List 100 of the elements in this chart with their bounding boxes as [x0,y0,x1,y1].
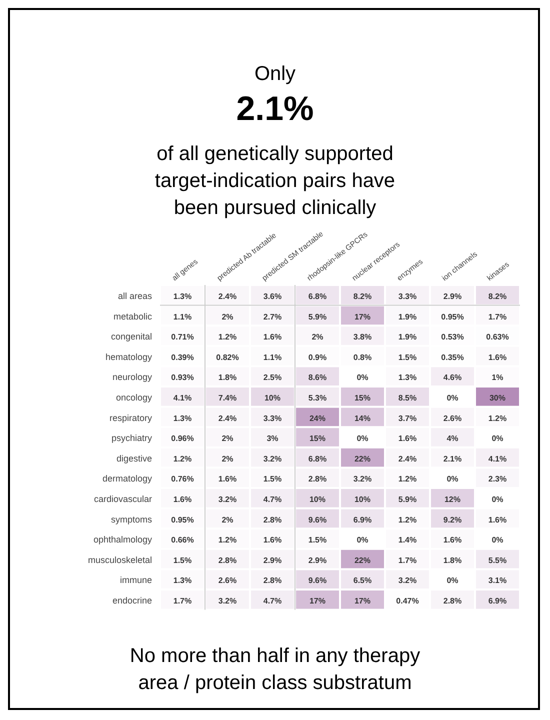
data-label: 0% [446,576,458,586]
data-label: 3.2% [263,454,282,464]
data-label: 2.3% [488,474,507,484]
data-label: 4.6% [443,373,462,382]
data-label: 1.2% [488,414,507,423]
chart-title: Only [254,63,296,85]
data-label: 0.76% [171,474,194,484]
data-label: 2.7% [263,312,282,322]
data-label: 0% [492,495,504,504]
data-label: 22% [354,454,371,464]
y-tick-label: dermatology [102,474,152,484]
text: of all genetically supported target-indication pairs have been pursued clinically [154,143,396,219]
data-label: 3.3% [263,414,282,423]
data-label: 2.6% [218,576,237,586]
data-label: 6.9% [353,515,372,524]
y-tick-label: symptoms [110,514,152,524]
data-label: 10% [354,495,371,504]
data-label: 1.3% [398,373,417,382]
data-label: 1.6% [218,474,237,484]
data-label: 0.9% [308,352,327,362]
data-label: 1.6% [488,352,507,362]
data-label: 4.1% [488,454,507,464]
data-label: 6.8% [308,454,327,464]
data-label: 5.9% [398,495,417,504]
data-label: 1.8% [218,373,237,382]
data-label: 1.5% [173,556,192,565]
data-label: 6.9% [488,596,507,606]
data-label: 6.8% [308,292,327,301]
data-label: 1.6% [398,434,417,444]
data-label: 0% [356,373,368,382]
data-label: 3% [266,434,278,444]
data-label: 3.6% [263,292,282,301]
y-tick-label: digestive [116,453,152,464]
data-label: 2.8% [263,576,282,586]
y-tick-label: oncology [116,392,152,402]
y-tick-label: hematology [105,352,152,362]
data-label: 1.3% [173,414,192,423]
data-label: 1.9% [398,312,417,322]
data-label: 15% [309,434,326,444]
data-label: 0.63% [486,332,509,342]
data-label: 0.71% [171,332,194,342]
data-label: 2.9% [308,556,327,565]
y-tick-label: cardiovascular [94,494,152,504]
data-label: 12% [444,495,461,504]
data-label: 1.3% [173,292,192,301]
data-label: 1.1% [263,352,282,362]
data-label: 0.39% [171,352,194,362]
data-label: 1.7% [398,556,417,565]
data-label: 2% [222,312,234,322]
data-label: 0% [356,536,368,545]
data-label: 4.1% [173,394,192,402]
y-tick-label: respiratory [109,412,152,423]
data-label: 1.5% [308,536,327,545]
y-tick-label: ophthalmology [93,534,152,545]
data-label: 8.6% [308,373,327,382]
y-tick-label: musculoskeletal [88,554,152,565]
data-label: 0% [356,434,368,444]
data-label: 5.9% [308,312,327,322]
data-label: 3.2% [353,474,372,484]
data-label: 1% [492,373,504,382]
data-label: 1.6% [443,536,462,545]
data-label: 8.5% [398,394,417,402]
data-label: 17% [309,596,326,606]
data-label: 2.8% [218,556,237,565]
data-label: 1.5% [263,474,282,484]
data-label: 0.95% [171,515,194,524]
data-label: 0.93% [171,373,194,382]
data-label: 6.5% [353,576,372,586]
data-label: 1.8% [443,556,462,565]
data-label: 1.7% [173,596,192,606]
data-label: 1.6% [263,536,282,545]
data-label: 5.3% [308,394,327,402]
data-label: 1.9% [398,332,417,342]
data-label: 3.8% [353,332,372,342]
data-label: 0% [492,536,504,545]
data-label: 17% [354,312,371,322]
data-label: 2% [222,515,234,524]
data-label: 1.6% [173,495,192,504]
data-label: 0.82% [216,352,239,362]
data-label: 3.3% [398,292,417,301]
data-label: 3.1% [488,576,507,586]
data-label: 3.2% [398,576,417,586]
data-label: 0.53% [441,332,464,342]
data-label: 1.7% [488,312,507,322]
data-label: 9.6% [308,515,327,524]
data-label: 10% [309,495,326,504]
data-label: 22% [354,556,371,565]
data-label: 7.4% [218,394,237,402]
data-label: 2.5% [263,373,282,382]
data-label: 1.3% [173,576,192,586]
y-tick-label: metabolic [113,311,152,322]
data-label: 0.8% [353,352,372,362]
data-label: 1.2% [398,515,417,524]
data-label: 1.2% [218,332,237,342]
data-label: 0.47% [396,596,419,606]
chart-subtitle: 2.1% [236,90,314,128]
data-label: 9.2% [443,515,462,524]
data-label: 0% [446,394,458,402]
data-label: 17% [354,596,371,606]
data-label: 2.9% [443,292,462,301]
